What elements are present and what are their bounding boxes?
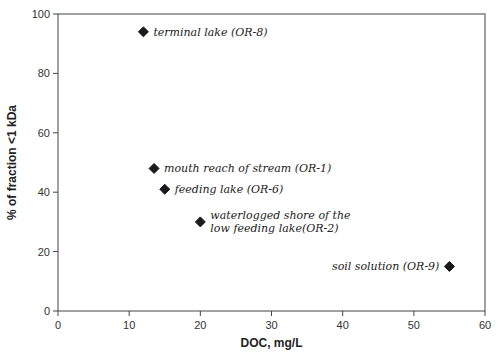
y-tick — [53, 14, 58, 15]
x-tick-label: 50 — [408, 319, 420, 331]
points — [138, 27, 454, 272]
point-label: waterlogged shore of thelow feeding lake… — [210, 209, 351, 235]
x-tick — [58, 311, 59, 316]
point-label: feeding lake (OR-6) — [174, 183, 284, 196]
x-tick-label: 40 — [337, 319, 349, 331]
y-tick-label: 40 — [38, 186, 50, 198]
point — [149, 163, 159, 173]
y-tick — [53, 132, 58, 133]
point-label: mouth reach of stream (OR-1) — [164, 162, 331, 175]
x-tick-label: 0 — [55, 319, 61, 331]
point — [138, 27, 148, 37]
x-tick — [485, 311, 486, 316]
point — [195, 217, 205, 227]
x-tick-label: 20 — [194, 319, 206, 331]
point-label: terminal lake (OR-8) — [153, 26, 267, 39]
point — [444, 261, 454, 271]
y-tick — [53, 192, 58, 193]
y-tick-label: 100 — [32, 8, 50, 20]
x-tick-label: 10 — [123, 319, 135, 331]
x-tick-label: 60 — [479, 319, 491, 331]
y-tick-label: 60 — [38, 127, 50, 139]
point — [160, 184, 170, 194]
y-tick-label: 80 — [38, 67, 50, 79]
y-tick — [53, 73, 58, 74]
chart: 0 10 20 30 40 50 60 0 20 40 60 80 100 DOC, mg/L % of f… — [0, 0, 499, 357]
x-tick — [129, 311, 130, 316]
plot-frame — [58, 14, 485, 311]
y-tick — [53, 311, 58, 312]
y-tick — [53, 251, 58, 252]
y-axis-label: % of fraction <1 kDa — [5, 105, 19, 220]
x-tick — [271, 311, 272, 316]
y-tick-label: 20 — [38, 246, 50, 258]
x-axis-label: DOC, mg/L — [241, 336, 303, 350]
x-tick-label: 30 — [265, 319, 277, 331]
y-tick-label: 0 — [44, 305, 50, 317]
x-tick — [200, 311, 201, 316]
x-tick — [342, 311, 343, 316]
point-label: soil solution (OR-9) — [332, 260, 439, 273]
x-tick — [413, 311, 414, 316]
